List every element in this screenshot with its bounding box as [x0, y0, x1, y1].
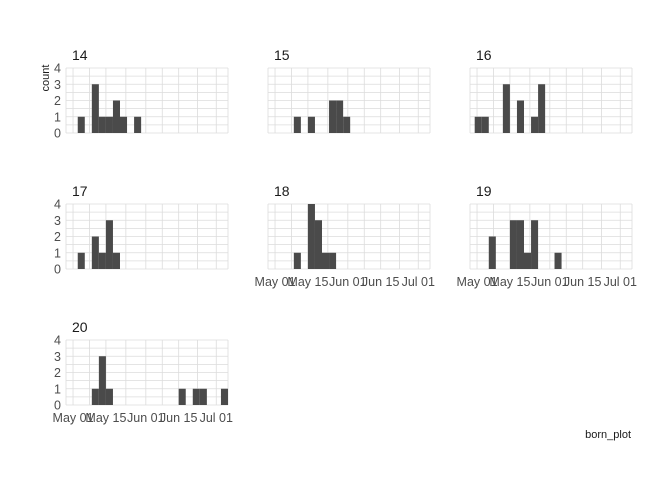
x-tick-label: Jun 01: [531, 275, 569, 289]
y-tick-label: 1: [54, 246, 61, 260]
y-tick-label: 0: [54, 127, 61, 141]
histogram-bar: [509, 220, 517, 269]
histogram-bar: [516, 100, 524, 133]
x-tick-label: Jun 01: [329, 275, 367, 289]
histogram-bar: [105, 220, 113, 269]
x-tick-label: Jul 01: [402, 275, 435, 289]
x-axis-title: born_plot: [585, 429, 631, 441]
histogram-bar: [220, 388, 228, 405]
histogram-bar: [105, 388, 113, 405]
panel-label: 15: [274, 47, 290, 63]
panel-label: 20: [72, 319, 88, 335]
histogram-bar: [531, 220, 539, 269]
histogram-bar: [502, 84, 510, 133]
x-tick-label: May 01: [457, 275, 498, 289]
y-tick-label: 3: [54, 350, 61, 364]
histogram-bar: [293, 116, 301, 133]
x-tick-label: May 01: [53, 411, 94, 425]
histogram-bar: [98, 116, 106, 133]
histogram-bar: [307, 116, 315, 133]
histogram-bar: [77, 252, 85, 269]
histogram-bar: [120, 116, 128, 133]
histogram-bar: [329, 252, 337, 269]
histogram-bar: [98, 252, 106, 269]
histogram-bar: [481, 116, 489, 133]
y-tick-label: 1: [54, 382, 61, 396]
y-tick-label: 4: [54, 198, 61, 212]
histogram-bar: [307, 204, 315, 269]
histogram-bar: [199, 388, 207, 405]
facet-panel-14: 14 0 1 2 3 4: [54, 47, 229, 141]
histogram-bar: [516, 220, 524, 269]
histogram-bar: [322, 252, 330, 269]
y-tick-label: 2: [54, 366, 61, 380]
x-tick-label: Jul 01: [200, 411, 233, 425]
histogram-bar: [488, 236, 496, 269]
histogram-bar: [314, 220, 322, 269]
x-tick-label: Jul 01: [604, 275, 637, 289]
x-tick-label: May 15: [489, 275, 530, 289]
facet-panel-16: 16: [469, 47, 633, 134]
y-tick-label: 0: [54, 399, 61, 413]
histogram-bar: [343, 116, 351, 133]
x-tick-label: Jun 15: [564, 275, 602, 289]
y-tick-label: 3: [54, 78, 61, 92]
histogram-bar: [112, 252, 120, 269]
histogram-bar: [91, 236, 99, 269]
x-tick-label: May 15: [85, 411, 126, 425]
x-tick-label: Jun 15: [160, 411, 198, 425]
y-tick-label: 4: [54, 62, 61, 76]
y-tick-label: 0: [54, 263, 61, 277]
histogram-bar: [91, 84, 99, 133]
histogram-bar: [77, 116, 85, 133]
histogram-bar: [91, 388, 99, 405]
histogram-bar: [105, 116, 113, 133]
x-tick-label: Jun 01: [127, 411, 165, 425]
y-tick-label: 2: [54, 230, 61, 244]
histogram-bar: [554, 252, 562, 269]
x-tick-label: May 01: [255, 275, 296, 289]
histogram-bar: [524, 252, 532, 269]
y-tick-label: 1: [54, 110, 61, 124]
x-tick-label: May 15: [287, 275, 328, 289]
y-tick-label: 3: [54, 214, 61, 228]
facet-panel-15: 15: [267, 47, 431, 134]
panel-label: 18: [274, 183, 290, 199]
facet-panel-17: 17 0 1 2 3 4: [54, 183, 229, 277]
y-axis-title: count: [40, 65, 52, 92]
panel-label: 17: [72, 183, 88, 199]
histogram-bar: [336, 100, 344, 133]
y-tick-label: 4: [54, 334, 61, 348]
panel-label: 16: [476, 47, 492, 63]
histogram-bar: [98, 356, 106, 405]
histogram-bar: [538, 84, 546, 133]
histogram-bar: [329, 100, 337, 133]
histogram-bar: [134, 116, 142, 133]
panel-label: 19: [476, 183, 492, 199]
histogram-bar: [531, 116, 539, 133]
histogram-bar: [192, 388, 200, 405]
histogram-bar: [293, 252, 301, 269]
histogram-bar: [112, 100, 120, 133]
histogram-bar: [474, 116, 482, 133]
panel-label: 14: [72, 47, 88, 63]
y-tick-label: 2: [54, 94, 61, 108]
x-tick-label: Jun 15: [362, 275, 400, 289]
histogram-bar: [178, 388, 186, 405]
